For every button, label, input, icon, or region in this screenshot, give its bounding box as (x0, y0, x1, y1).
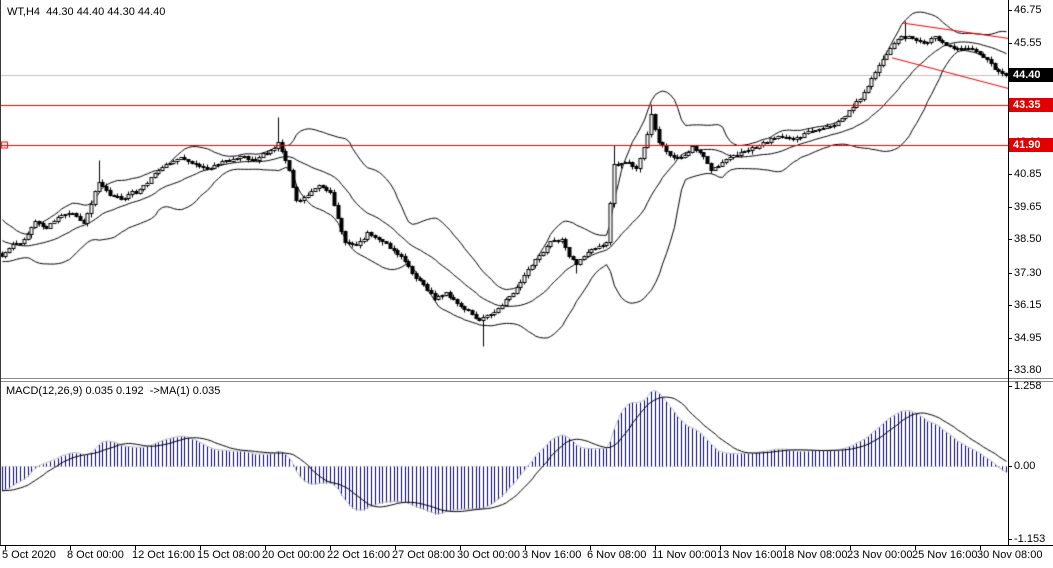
time-tick-mark (980, 546, 981, 550)
time-tick-label: 3 Nov 16:00 (522, 549, 582, 561)
time-tick-mark (70, 546, 71, 550)
time-tick-label: 22 Oct 16:00 (327, 549, 390, 561)
price-tick-mark (1008, 43, 1012, 44)
price-tick-mark (1008, 10, 1012, 11)
price-tick-label: 34.95 (1014, 332, 1042, 344)
price-tick-mark (1008, 174, 1012, 175)
time-tick-label: 5 Oct 2020 (2, 549, 56, 561)
time-tick-label: 15 Oct 08:00 (197, 549, 260, 561)
time-tick-label: 13 Nov 16:00 (717, 549, 783, 561)
price-tick-mark (1008, 338, 1012, 339)
macd-indicator-label: MACD(12,26,9) 0.035 0.192 ->MA(1) 0.035 (6, 385, 221, 397)
price-tick-label: 39.65 (1014, 201, 1042, 213)
time-tick-mark (915, 546, 916, 550)
price-chart-canvas[interactable] (0, 0, 1008, 379)
price-tick-label: 37.30 (1014, 267, 1042, 279)
price-tick-label: 46.75 (1014, 4, 1042, 16)
time-tick-label: 12 Oct 16:00 (132, 549, 195, 561)
price-tick-label: 38.50 (1014, 233, 1042, 245)
time-tick-mark (135, 546, 136, 550)
current-price-box: 44.40 (1009, 68, 1053, 82)
time-axis-line (0, 545, 1053, 546)
time-tick-mark (330, 546, 331, 550)
price-tick-mark (1008, 273, 1012, 274)
time-tick-label: 6 Nov 08:00 (587, 549, 647, 561)
macd-tick-label: -1.153 (1014, 533, 1046, 545)
time-tick-mark (720, 546, 721, 550)
time-tick-label: 27 Oct 08:00 (392, 549, 455, 561)
price-tick-label: 45.55 (1014, 37, 1042, 49)
time-tick-mark (850, 546, 851, 550)
time-tick-mark (655, 546, 656, 550)
price-tick-label: 40.85 (1014, 168, 1042, 180)
time-tick-mark (265, 546, 266, 550)
support-level-box: 41.90 (1009, 138, 1053, 152)
price-tick-label: 33.80 (1014, 364, 1042, 376)
time-tick-mark (395, 546, 396, 550)
price-tick-label: 36.15 (1014, 299, 1042, 311)
panel-splitter[interactable] (0, 378, 1053, 382)
time-tick-mark (200, 546, 201, 550)
time-tick-mark (785, 546, 786, 550)
resistance-level-box: 43.35 (1009, 98, 1053, 112)
time-tick-label: 30 Nov 08:00 (977, 549, 1043, 561)
price-tick-mark (1008, 239, 1012, 240)
macd-tick-label: 0.00 (1014, 460, 1036, 472)
time-tick-label: 30 Oct 00:00 (457, 549, 520, 561)
macd-indicator-canvas[interactable] (0, 382, 1008, 545)
time-tick-mark (460, 546, 461, 550)
price-axis-line (1008, 0, 1009, 545)
time-tick-label: 23 Nov 00:00 (847, 549, 913, 561)
price-tick-mark (1008, 370, 1012, 371)
price-tick-mark (1008, 207, 1012, 208)
time-tick-label: 25 Nov 16:00 (912, 549, 978, 561)
time-tick-mark (590, 546, 591, 550)
macd-tick-mark (1008, 386, 1012, 387)
macd-tick-label: 1.258 (1014, 380, 1042, 392)
time-tick-label: 8 Oct 00:00 (67, 549, 124, 561)
price-tick-mark (1008, 305, 1012, 306)
macd-tick-mark (1008, 466, 1012, 467)
time-tick-label: 20 Oct 00:00 (262, 549, 325, 561)
chart-left-border (0, 0, 1, 545)
time-tick-mark (525, 546, 526, 550)
time-tick-mark (5, 546, 6, 550)
macd-tick-mark (1008, 539, 1012, 540)
time-tick-label: 11 Nov 00:00 (652, 549, 717, 561)
symbol-ohlc-label: WT,H4 44.30 44.40 44.30 44.40 (7, 6, 166, 18)
time-tick-label: 18 Nov 08:00 (782, 549, 848, 561)
